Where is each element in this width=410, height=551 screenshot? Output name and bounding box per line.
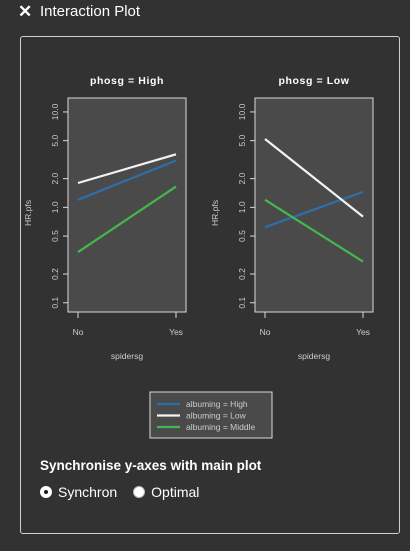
- y-tick-label: 10.0: [50, 103, 60, 120]
- series-line-albuming-low: [264, 138, 364, 218]
- x-tick-label: Yes: [169, 327, 183, 337]
- radio-synchron-circle[interactable]: [40, 486, 52, 498]
- y-tick-label: 0.2: [50, 268, 60, 280]
- facet-title: phosg = High: [90, 75, 164, 87]
- y-tick-label: 1.0: [50, 201, 60, 213]
- radio-synchron[interactable]: Synchron: [40, 484, 117, 500]
- x-tick-label: Yes: [356, 327, 370, 337]
- y-tick-label: 2.0: [50, 172, 60, 184]
- x-tick-label: No: [73, 327, 84, 337]
- series-line-albuming-high: [77, 159, 177, 201]
- title-bar: ✕ Interaction Plot: [0, 0, 410, 26]
- facet-2: phosg = Low 0.1 0.2 0.5 1.0 2.0 5.0 10.0 HR.pfs N…: [210, 75, 374, 361]
- series-line-albuming-high: [264, 190, 364, 229]
- y-axis-label: HR.pfs: [23, 200, 33, 226]
- y-tick-label: 10.0: [237, 103, 247, 120]
- close-icon[interactable]: ✕: [18, 2, 33, 21]
- y-axis-label: HR.pfs: [210, 200, 220, 226]
- y-tick-label: 0.5: [237, 230, 247, 242]
- radio-synchron-label: Synchron: [58, 484, 118, 500]
- legend-label: albuming = High: [186, 399, 248, 409]
- y-tick-label: 5.0: [50, 134, 60, 146]
- y-tick-label: 0.1: [237, 297, 247, 309]
- radio-optimal[interactable]: Optimal: [133, 484, 199, 500]
- legend-label: albuming = Low: [186, 411, 247, 421]
- series-line-albuming-middle: [77, 185, 177, 253]
- sync-radio-group: Synchron Optimal: [40, 483, 215, 501]
- x-axis-label: spidersg: [111, 351, 143, 361]
- plot-area: [67, 97, 187, 313]
- series-line-albuming-low: [77, 153, 177, 185]
- facet-1: phosg = High 0.1 0.2 0.5 1.0 2.0 5.0 10.0 HR.pfs…: [23, 75, 187, 361]
- legend-label: albuming = Middle: [186, 422, 255, 432]
- y-tick-label: 0.2: [237, 268, 247, 280]
- series-line-albuming-middle: [264, 198, 364, 263]
- facet-title: phosg = Low: [278, 75, 349, 87]
- y-tick-label: 1.0: [237, 201, 247, 213]
- radio-optimal-label: Optimal: [151, 484, 200, 500]
- radio-optimal-circle[interactable]: [133, 486, 146, 498]
- y-tick-label: 0.5: [50, 230, 60, 242]
- sync-heading: Synchronise y-axes with main plot: [40, 458, 262, 473]
- interaction-plot-chart: phosg = High 0.1 0.2 0.5 1.0 2.0 5.0 10.0 HR.pfs…: [23, 75, 374, 439]
- interaction-plot-panel: [20, 36, 400, 534]
- y-tick-label: 5.0: [237, 134, 247, 146]
- y-tick-label: 2.0: [237, 172, 247, 184]
- x-tick-label: No: [260, 327, 271, 337]
- y-tick-label: 0.1: [50, 297, 60, 309]
- window-title: Interaction Plot: [40, 3, 141, 20]
- x-axis-label: spidersg: [298, 351, 330, 361]
